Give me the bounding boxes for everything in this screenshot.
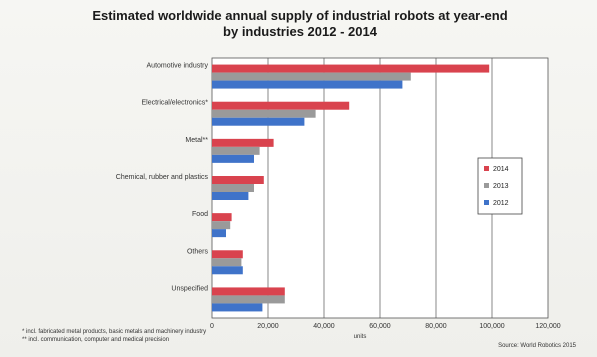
bar-2013: [212, 221, 231, 230]
chart-title: Estimated worldwide annual supply of ind…: [60, 8, 540, 40]
x-tick-label: 60,000: [369, 323, 391, 330]
legend-label: 2013: [493, 183, 509, 190]
category-label: Others: [187, 248, 209, 255]
category-label: Metal**: [185, 137, 208, 144]
chart-title-line-1: Estimated worldwide annual supply of ind…: [92, 8, 508, 23]
legend-label: 2014: [493, 166, 509, 173]
legend-swatch: [484, 183, 489, 188]
x-tick-label: 120,000: [535, 323, 560, 330]
x-tick-label: 40,000: [313, 323, 335, 330]
x-tick-label: 0: [210, 323, 214, 330]
bar-2013: [212, 258, 242, 267]
category-label: Food: [192, 211, 208, 218]
x-tick-label: 20,000: [257, 323, 279, 330]
bar-2012: [212, 154, 254, 163]
footnote: * incl. fabricated metal products, basic…: [22, 329, 206, 335]
footnote: ** incl. communication, computer and med…: [22, 337, 169, 343]
bar-2012: [212, 229, 226, 238]
bar-2012: [212, 117, 305, 126]
bar-2012: [212, 266, 243, 275]
bar-2013: [212, 109, 316, 118]
bar-2014: [212, 64, 490, 73]
legend-label: 2012: [493, 200, 509, 207]
bar-2012: [212, 303, 263, 312]
category-label: Automotive industry: [147, 63, 209, 70]
bar-2014: [212, 138, 274, 147]
x-tick-label: 80,000: [425, 323, 447, 330]
bar-2013: [212, 146, 260, 155]
bar-2014: [212, 250, 243, 259]
category-label: Chemical, rubber and plastics: [116, 174, 209, 181]
x-tick-label: 100,000: [479, 323, 504, 330]
bar-2014: [212, 213, 232, 222]
bar-2013: [212, 72, 411, 81]
x-axis-label: units: [354, 334, 367, 340]
legend-swatch: [484, 166, 489, 171]
bar-2013: [212, 295, 285, 304]
category-label: Unspecified: [171, 285, 208, 292]
source-note: Source: World Robotics 2015: [498, 343, 577, 349]
bar-2014: [212, 176, 264, 184]
bar-2013: [212, 184, 254, 192]
legend-swatch: [484, 200, 489, 205]
chart-title-line-2: by industries 2012 - 2014: [223, 24, 377, 39]
bar-2014: [212, 101, 350, 110]
bar-2012: [212, 80, 403, 89]
bar-2012: [212, 192, 249, 200]
bar-2014: [212, 287, 285, 296]
category-label: Electrical/electronics*: [141, 100, 208, 107]
